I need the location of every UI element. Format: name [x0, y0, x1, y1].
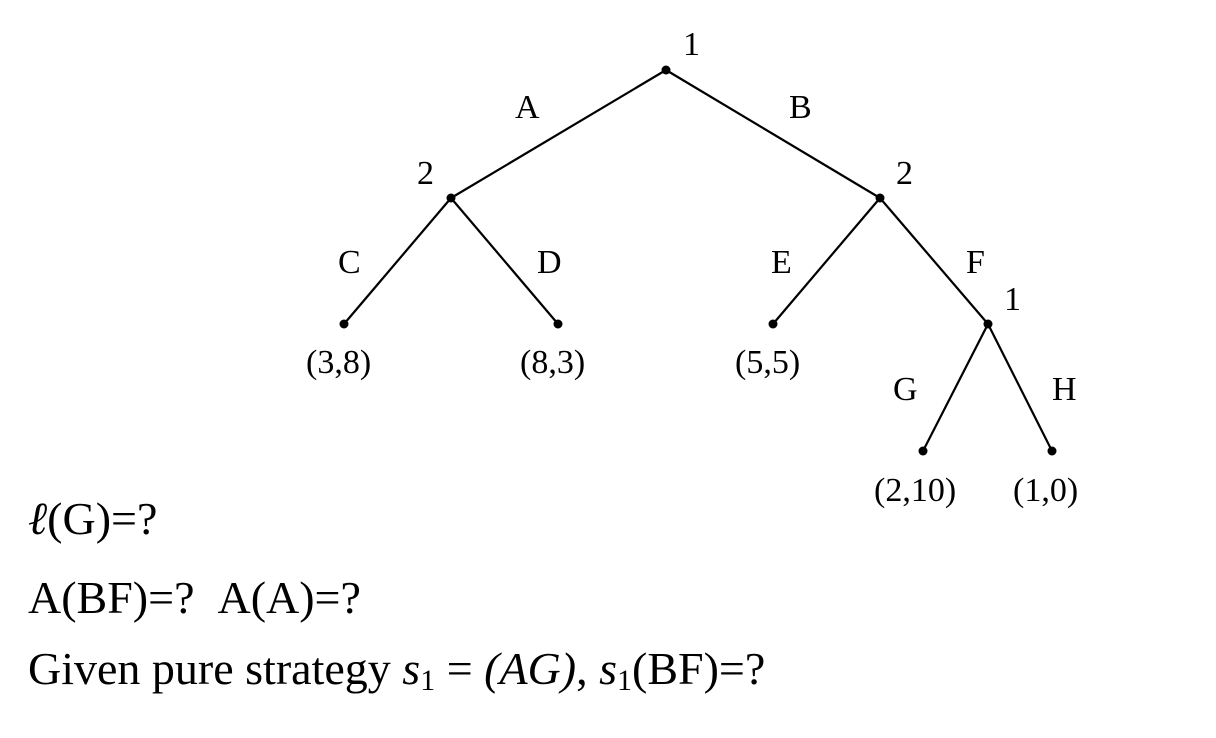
equals-sign: =: [435, 643, 485, 694]
payoff-g: (2,10): [874, 472, 956, 509]
edge-label-b: B: [789, 89, 812, 126]
question-a-bf: A(BF)=?: [28, 572, 195, 623]
ell-symbol: ℓ: [28, 493, 48, 544]
edge-label-c: C: [338, 244, 361, 281]
payoff-d: (8,3): [520, 344, 585, 381]
question-available-actions: A(BF)=? A(A)=?: [28, 575, 361, 621]
edge-label-g: G: [893, 371, 918, 408]
edge-f: [879, 197, 989, 325]
question-suffix: (BF)=?: [632, 643, 766, 694]
strategy-subscript: 1: [420, 664, 436, 697]
edge-c: [343, 197, 452, 325]
question-ell-g-text: (G)=?: [47, 493, 158, 544]
root-node: [661, 65, 671, 75]
edge-e: [772, 197, 881, 325]
comma: ,: [576, 643, 600, 694]
strategy-subscript-2: 1: [617, 664, 633, 697]
sub-node: [983, 319, 993, 329]
leaf-g-node: [918, 446, 928, 456]
edge-label-e: E: [771, 244, 792, 281]
edge-label-a: A: [515, 89, 540, 126]
left-player-label: 2: [417, 155, 434, 192]
question-prefix: Given pure strategy: [28, 643, 403, 694]
edge-b: [665, 69, 881, 199]
leaf-c-node: [339, 319, 349, 329]
question-ell-g: ℓ(G)=?: [28, 496, 157, 542]
leaf-h-node: [1047, 446, 1057, 456]
strategy-value: (AG): [484, 643, 577, 694]
question-pure-strategy: Given pure strategy s1 = (AG), s1(BF)=?: [28, 646, 765, 696]
edge-h: [987, 323, 1053, 452]
leaf-d-node: [553, 319, 563, 329]
edge-a: [450, 69, 667, 199]
edge-label-d: D: [537, 244, 562, 281]
question-a-a: A(A)=?: [217, 572, 361, 623]
right-player-label: 2: [896, 155, 913, 192]
payoff-c: (3,8): [306, 344, 371, 381]
edge-d: [450, 197, 559, 325]
right-node: [875, 193, 885, 203]
edge-label-f: F: [966, 244, 985, 281]
sub-player-label: 1: [1004, 281, 1021, 318]
strategy-symbol-2: s: [599, 643, 618, 694]
left-node: [446, 193, 456, 203]
payoff-h: (1,0): [1013, 472, 1078, 509]
edge-g: [922, 323, 989, 452]
edge-label-h: H: [1052, 371, 1077, 408]
strategy-symbol: s: [402, 643, 421, 694]
payoff-e: (5,5): [735, 344, 800, 381]
root-player-label: 1: [683, 26, 700, 63]
leaf-e-node: [768, 319, 778, 329]
